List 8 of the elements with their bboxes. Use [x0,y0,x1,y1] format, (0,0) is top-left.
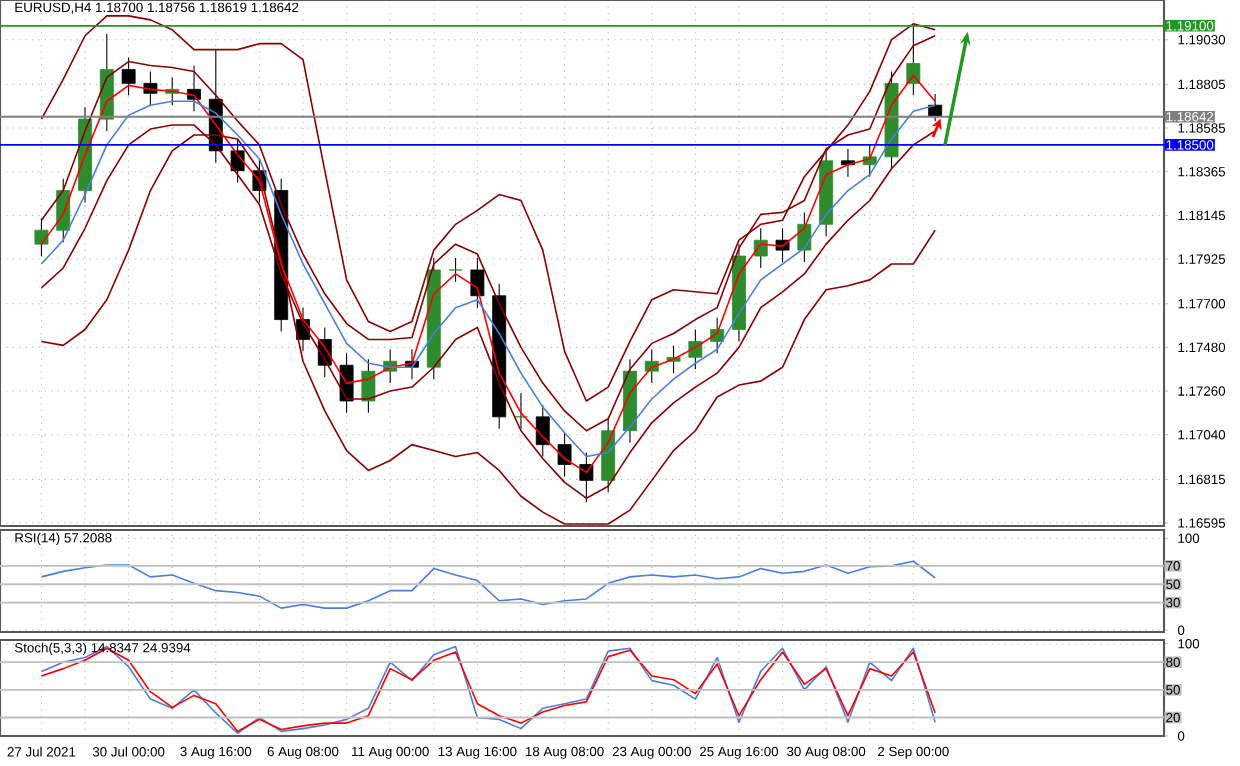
candlestick [121,57,136,96]
candlestick [187,64,201,112]
candlestick [688,328,703,370]
candlestick [448,257,463,283]
line-series [40,560,936,609]
candlestick [906,25,921,96]
candlestick [34,217,49,257]
candlestick [514,392,528,430]
